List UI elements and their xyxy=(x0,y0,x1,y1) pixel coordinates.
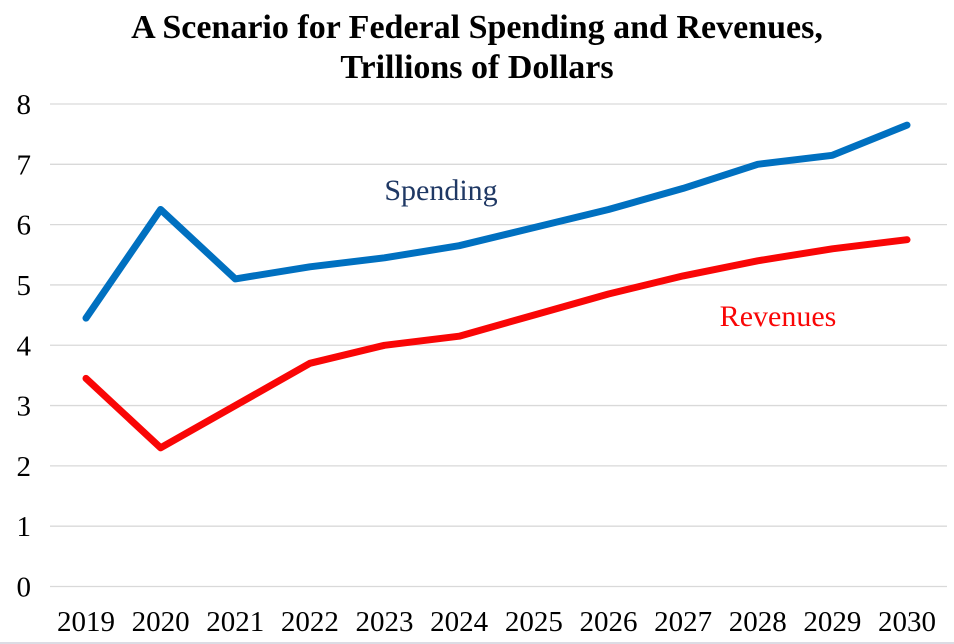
y-tick-label: 8 xyxy=(17,89,32,121)
x-tick-label: 2019 xyxy=(57,606,115,638)
x-tick-label: 2030 xyxy=(878,606,936,638)
x-tick-label: 2021 xyxy=(206,606,264,638)
x-tick-label: 2024 xyxy=(430,606,489,638)
chart-title-line2: Trillions of Dollars xyxy=(340,49,614,86)
y-tick-label: 5 xyxy=(17,270,32,302)
x-tick-label: 2029 xyxy=(803,606,861,638)
x-tick-label: 2020 xyxy=(132,606,190,638)
y-tick-label: 1 xyxy=(17,511,32,543)
y-tick-label: 3 xyxy=(17,391,32,423)
x-tick-label: 2025 xyxy=(505,606,563,638)
x-tick-label: 2027 xyxy=(654,606,712,638)
y-tick-label: 0 xyxy=(17,572,32,604)
x-tick-label: 2026 xyxy=(579,606,637,638)
series-label-spending: Spending xyxy=(384,174,498,207)
y-tick-label: 6 xyxy=(17,210,32,242)
y-tick-label: 2 xyxy=(17,451,32,483)
spending-line xyxy=(82,121,911,322)
revenues-line xyxy=(82,236,911,452)
chart-title: A Scenario for Federal Spending and Reve… xyxy=(0,8,954,88)
x-tick-label: 2023 xyxy=(356,606,414,638)
x-tick-label: 2022 xyxy=(281,606,339,638)
y-tick-label: 4 xyxy=(17,330,32,362)
chart-title-line1: A Scenario for Federal Spending and Reve… xyxy=(131,9,823,46)
image-bottom-border xyxy=(0,642,954,644)
series-label-revenues: Revenues xyxy=(719,300,837,333)
y-tick-label: 7 xyxy=(17,149,32,181)
x-tick-label: 2028 xyxy=(729,606,787,638)
